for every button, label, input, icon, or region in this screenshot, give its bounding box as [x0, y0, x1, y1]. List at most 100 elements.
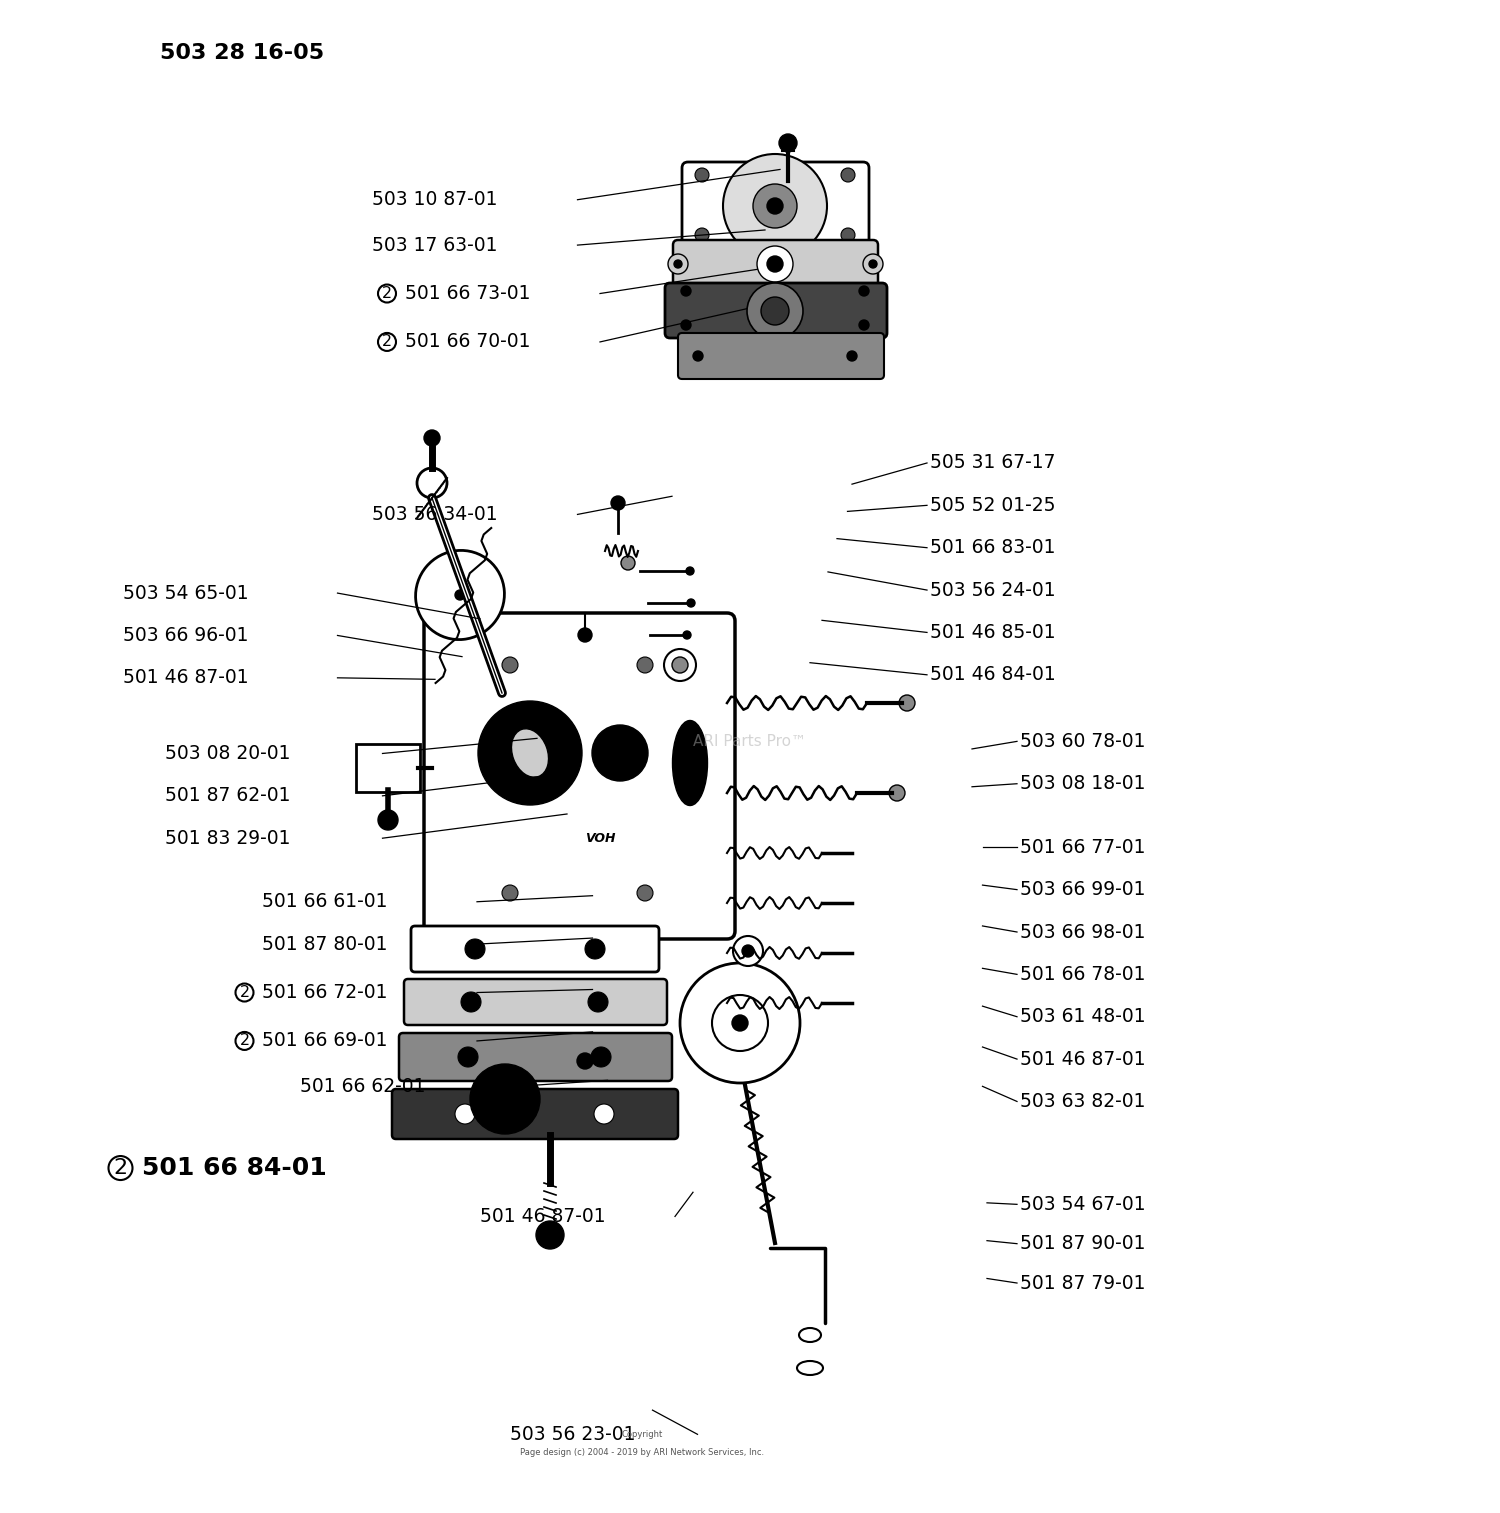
Text: 503 54 67-01: 503 54 67-01	[1020, 1195, 1146, 1213]
Circle shape	[592, 725, 648, 781]
Text: 503 61 48-01: 503 61 48-01	[1020, 1008, 1146, 1026]
Circle shape	[674, 260, 682, 268]
Text: 2: 2	[114, 1157, 128, 1179]
Circle shape	[454, 590, 465, 601]
Text: 503 08 20-01: 503 08 20-01	[165, 744, 291, 763]
Text: 501 83 29-01: 501 83 29-01	[165, 829, 291, 847]
Circle shape	[766, 256, 783, 272]
Circle shape	[778, 135, 796, 151]
Circle shape	[454, 1104, 476, 1124]
Circle shape	[859, 286, 868, 297]
Ellipse shape	[512, 729, 549, 778]
Text: 2: 2	[240, 985, 249, 1000]
FancyBboxPatch shape	[682, 162, 868, 250]
Text: 503 66 96-01: 503 66 96-01	[123, 626, 249, 645]
Text: 503 17 63-01: 503 17 63-01	[372, 236, 498, 254]
Circle shape	[680, 962, 800, 1083]
Text: 505 52 01-25: 505 52 01-25	[930, 496, 1056, 514]
Text: 503 63 82-01: 503 63 82-01	[1020, 1092, 1146, 1111]
Circle shape	[378, 809, 398, 831]
Text: 501 66 77-01: 501 66 77-01	[1020, 838, 1146, 856]
FancyBboxPatch shape	[678, 333, 884, 378]
Text: Page design (c) 2004 - 2019 by ARI Network Services, Inc.: Page design (c) 2004 - 2019 by ARI Netwo…	[520, 1448, 764, 1457]
Text: 501 46 84-01: 501 46 84-01	[930, 666, 1056, 684]
Circle shape	[465, 940, 484, 959]
Text: 2: 2	[240, 1033, 249, 1049]
Circle shape	[578, 628, 592, 642]
FancyBboxPatch shape	[392, 1089, 678, 1139]
Circle shape	[424, 430, 439, 446]
Text: 501 66 73-01: 501 66 73-01	[405, 284, 531, 303]
Ellipse shape	[416, 551, 504, 640]
Circle shape	[585, 940, 604, 959]
Circle shape	[890, 785, 904, 800]
Text: 501 87 90-01: 501 87 90-01	[1020, 1235, 1146, 1253]
Circle shape	[760, 297, 789, 325]
Circle shape	[868, 260, 877, 268]
Text: 501 66 84-01: 501 66 84-01	[142, 1156, 327, 1180]
Circle shape	[766, 198, 783, 213]
Circle shape	[638, 657, 652, 673]
Circle shape	[478, 701, 582, 805]
Text: 501 66 83-01: 501 66 83-01	[930, 539, 1056, 557]
Circle shape	[758, 247, 794, 281]
Circle shape	[732, 1015, 748, 1030]
Text: 501 46 87-01: 501 46 87-01	[123, 669, 249, 687]
Ellipse shape	[796, 1362, 824, 1375]
Text: 501 66 78-01: 501 66 78-01	[1020, 965, 1146, 983]
Circle shape	[503, 657, 518, 673]
Text: 503 28 16-05: 503 28 16-05	[160, 42, 324, 64]
FancyBboxPatch shape	[356, 744, 420, 791]
Circle shape	[588, 993, 608, 1012]
Text: 2: 2	[382, 286, 392, 301]
Circle shape	[742, 946, 754, 958]
Circle shape	[621, 555, 634, 570]
Circle shape	[842, 168, 855, 182]
Circle shape	[638, 885, 652, 902]
Text: 505 31 67-17: 505 31 67-17	[930, 454, 1056, 472]
Circle shape	[694, 228, 709, 242]
Circle shape	[734, 937, 764, 965]
Text: 503 66 98-01: 503 66 98-01	[1020, 923, 1146, 941]
Ellipse shape	[800, 1328, 820, 1342]
Text: 501 66 70-01: 501 66 70-01	[405, 333, 531, 351]
Circle shape	[862, 254, 883, 274]
Circle shape	[723, 154, 827, 259]
Text: 501 66 69-01: 501 66 69-01	[262, 1032, 388, 1050]
Text: 503 56 23-01: 503 56 23-01	[510, 1425, 636, 1443]
FancyBboxPatch shape	[674, 241, 878, 287]
Circle shape	[842, 228, 855, 242]
FancyBboxPatch shape	[424, 613, 735, 940]
FancyBboxPatch shape	[664, 283, 886, 337]
Text: 501 66 62-01: 501 66 62-01	[300, 1077, 426, 1095]
Circle shape	[694, 168, 709, 182]
Text: 501 87 62-01: 501 87 62-01	[165, 787, 291, 805]
Text: VOH: VOH	[585, 832, 615, 844]
Circle shape	[898, 694, 915, 711]
Circle shape	[664, 649, 696, 681]
Circle shape	[536, 1221, 564, 1250]
FancyBboxPatch shape	[404, 979, 668, 1024]
Circle shape	[687, 599, 694, 607]
Circle shape	[458, 1047, 478, 1067]
Text: 501 87 80-01: 501 87 80-01	[262, 935, 388, 953]
Circle shape	[681, 321, 692, 330]
Text: Copyright: Copyright	[621, 1430, 663, 1439]
Text: 501 87 79-01: 501 87 79-01	[1020, 1274, 1146, 1292]
Text: 2: 2	[382, 334, 392, 350]
Text: 503 66 99-01: 503 66 99-01	[1020, 881, 1146, 899]
Circle shape	[859, 321, 868, 330]
Text: 503 56 24-01: 503 56 24-01	[930, 581, 1056, 599]
Circle shape	[693, 351, 703, 362]
Text: 501 46 85-01: 501 46 85-01	[930, 623, 1056, 642]
Circle shape	[747, 283, 802, 339]
Circle shape	[681, 286, 692, 297]
Text: 501 46 87-01: 501 46 87-01	[1020, 1050, 1146, 1068]
Circle shape	[847, 351, 856, 362]
Circle shape	[668, 254, 688, 274]
Text: ARI Parts Pro™: ARI Parts Pro™	[693, 734, 807, 749]
Circle shape	[470, 1064, 540, 1135]
Text: 503 08 18-01: 503 08 18-01	[1020, 775, 1146, 793]
Text: 503 54 65-01: 503 54 65-01	[123, 584, 249, 602]
Circle shape	[610, 496, 626, 510]
